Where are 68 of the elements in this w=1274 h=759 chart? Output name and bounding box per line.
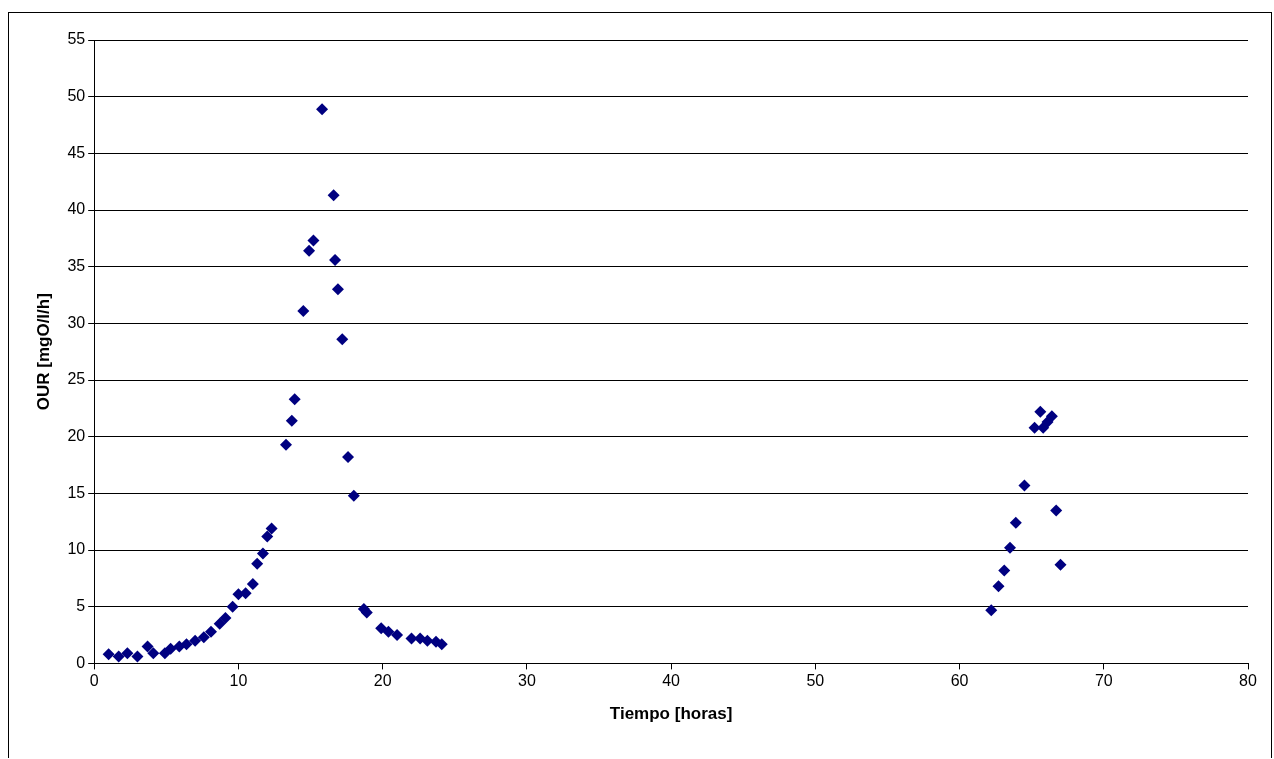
point xyxy=(189,634,202,647)
y-tick-label: 40 xyxy=(67,200,86,218)
point xyxy=(147,647,160,660)
point xyxy=(327,189,340,202)
point xyxy=(297,304,310,317)
point xyxy=(421,634,434,647)
point xyxy=(112,650,125,663)
point xyxy=(391,629,404,642)
x-tick-label: 80 xyxy=(1239,672,1257,690)
point xyxy=(347,489,360,502)
point xyxy=(121,647,134,660)
y-tick-label: 15 xyxy=(67,483,86,501)
y-tick-label: 55 xyxy=(67,30,86,48)
point xyxy=(316,103,329,116)
point xyxy=(992,580,1005,593)
x-axis-title: Tiempo [horas] xyxy=(609,704,733,724)
y-tick-label: 10 xyxy=(67,540,86,558)
x-tick-label: 40 xyxy=(662,672,681,690)
point xyxy=(285,414,298,427)
y-tick-label: 30 xyxy=(67,313,86,331)
point xyxy=(331,283,344,296)
y-tick-label: 45 xyxy=(67,143,86,161)
point xyxy=(213,617,226,630)
point xyxy=(329,253,342,266)
y-tick-label: 50 xyxy=(67,87,86,105)
y-axis-title: OUR [mgO/l/h] xyxy=(33,293,53,411)
y-tick-label: 20 xyxy=(67,427,86,445)
point xyxy=(1034,405,1047,418)
x-tick-label: 0 xyxy=(89,672,99,690)
point xyxy=(261,530,274,543)
point xyxy=(1018,479,1031,492)
point xyxy=(219,612,232,625)
point xyxy=(256,547,269,560)
x-tick-label: 20 xyxy=(373,672,392,690)
point xyxy=(131,650,144,663)
y-tick-label: 35 xyxy=(67,257,86,275)
point xyxy=(205,625,218,638)
point xyxy=(303,244,316,257)
point xyxy=(102,648,115,661)
x-tick-label: 60 xyxy=(950,672,969,690)
y-tick-label: 25 xyxy=(67,370,86,388)
point xyxy=(382,625,395,638)
point xyxy=(998,564,1011,577)
point xyxy=(288,393,301,406)
point xyxy=(141,640,154,653)
point xyxy=(1009,516,1022,529)
point xyxy=(985,604,998,617)
point xyxy=(246,578,259,591)
x-tick-label: 30 xyxy=(517,672,536,690)
point xyxy=(197,631,210,644)
point xyxy=(375,622,388,635)
x-tick-label: 70 xyxy=(1094,672,1113,690)
x-tick-label: 10 xyxy=(229,672,248,690)
point xyxy=(280,438,293,451)
point xyxy=(342,451,355,464)
point xyxy=(1004,541,1017,554)
point xyxy=(1050,504,1063,517)
point xyxy=(1045,410,1058,423)
point xyxy=(1054,558,1067,571)
point xyxy=(251,557,264,570)
point xyxy=(265,522,278,535)
point xyxy=(164,642,177,655)
y-tick-label: 5 xyxy=(76,597,86,615)
y-tick-label: 0 xyxy=(76,653,86,671)
x-tick-label: 50 xyxy=(806,672,825,690)
point xyxy=(336,333,349,346)
point xyxy=(226,600,239,613)
point xyxy=(307,234,320,247)
